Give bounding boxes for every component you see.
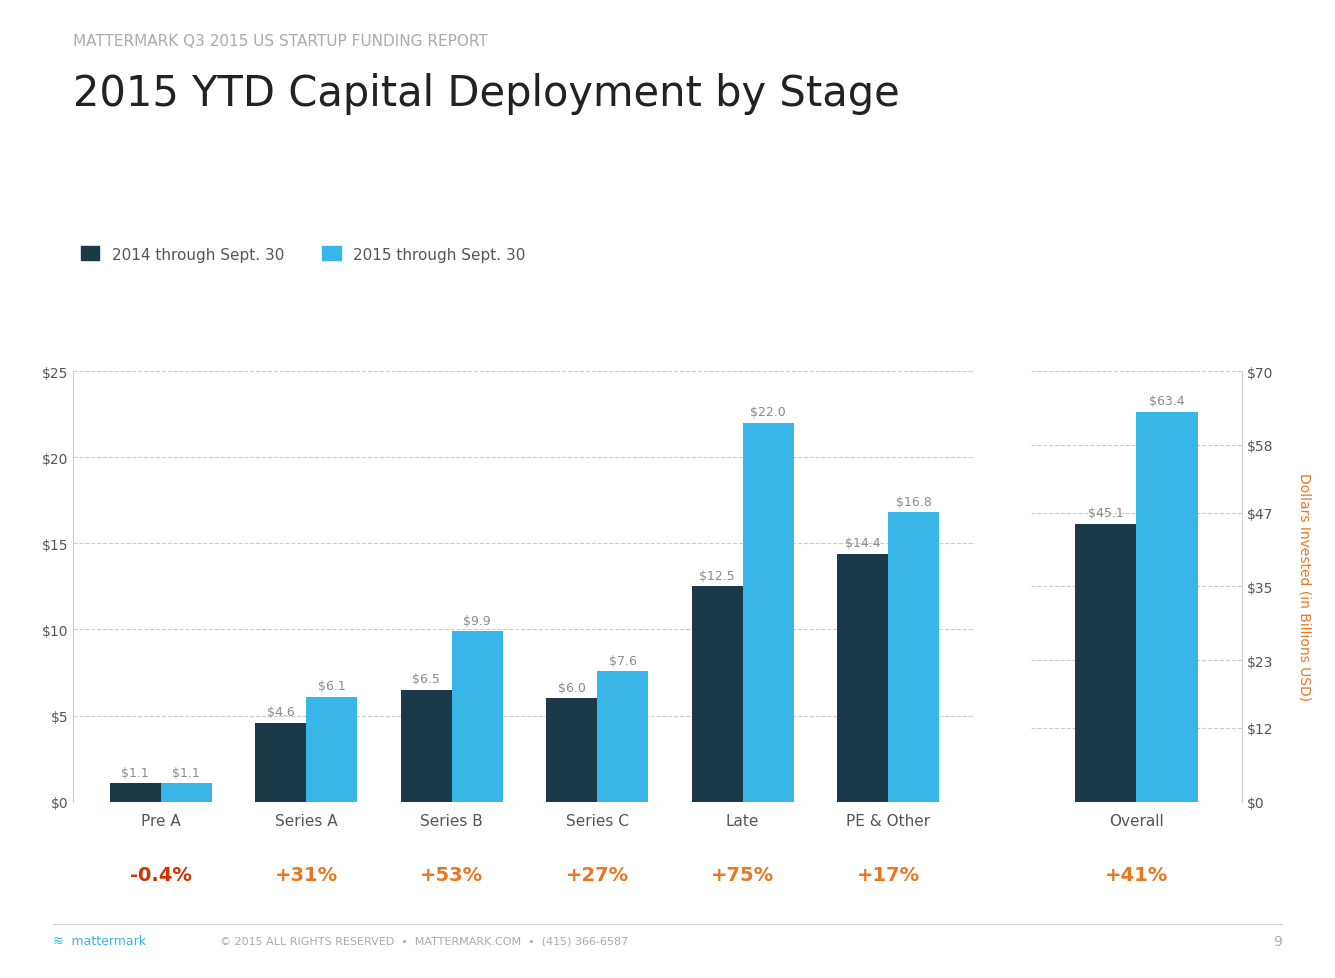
Text: $7.6: $7.6: [609, 654, 637, 667]
Bar: [742, 423, 793, 802]
Text: +31%: +31%: [275, 866, 338, 884]
Text: $4.6: $4.6: [267, 705, 295, 719]
Text: $22.0: $22.0: [750, 406, 786, 419]
Text: +27%: +27%: [566, 866, 629, 884]
Text: -0.4%: -0.4%: [129, 866, 192, 884]
Text: +53%: +53%: [421, 866, 483, 884]
Text: ≋  mattermark: ≋ mattermark: [53, 934, 147, 948]
Text: $14.4: $14.4: [845, 537, 881, 550]
Text: $6.0: $6.0: [558, 682, 586, 694]
Text: $9.9: $9.9: [463, 614, 491, 627]
Legend: 2014 through Sept. 30, 2015 through Sept. 30: 2014 through Sept. 30, 2015 through Sept…: [81, 247, 525, 262]
Text: $6.1: $6.1: [318, 680, 346, 692]
Bar: [546, 698, 597, 802]
Bar: [692, 587, 742, 802]
Text: $1.1: $1.1: [172, 766, 200, 778]
Bar: [1136, 412, 1197, 802]
Text: $12.5: $12.5: [700, 569, 736, 583]
Text: 2015 YTD Capital Deployment by Stage: 2015 YTD Capital Deployment by Stage: [73, 73, 900, 115]
Text: +75%: +75%: [712, 866, 774, 884]
Text: +17%: +17%: [857, 866, 920, 884]
Bar: [160, 783, 212, 802]
Bar: [255, 723, 306, 802]
Text: $45.1: $45.1: [1088, 507, 1124, 519]
Y-axis label: Dollars Invested (in Billions USD): Dollars Invested (in Billions USD): [1298, 472, 1312, 701]
Bar: [109, 783, 160, 802]
Bar: [400, 690, 451, 802]
Text: $16.8: $16.8: [896, 496, 932, 509]
Bar: [837, 555, 888, 802]
Text: MATTERMARK Q3 2015 US STARTUP FUNDING REPORT: MATTERMARK Q3 2015 US STARTUP FUNDING RE…: [73, 34, 489, 49]
Text: +41%: +41%: [1104, 866, 1168, 884]
Text: $63.4: $63.4: [1149, 394, 1185, 407]
Bar: [888, 512, 939, 802]
Bar: [451, 632, 502, 802]
Text: $6.5: $6.5: [413, 673, 441, 686]
Bar: [1075, 525, 1136, 802]
Text: $1.1: $1.1: [121, 766, 150, 778]
Bar: [597, 671, 647, 802]
Text: 9: 9: [1272, 934, 1282, 948]
Bar: [306, 697, 358, 802]
Text: © 2015 ALL RIGHTS RESERVED  •  MATTERMARK.COM  •  (415) 366-6587: © 2015 ALL RIGHTS RESERVED • MATTERMARK.…: [220, 936, 629, 946]
